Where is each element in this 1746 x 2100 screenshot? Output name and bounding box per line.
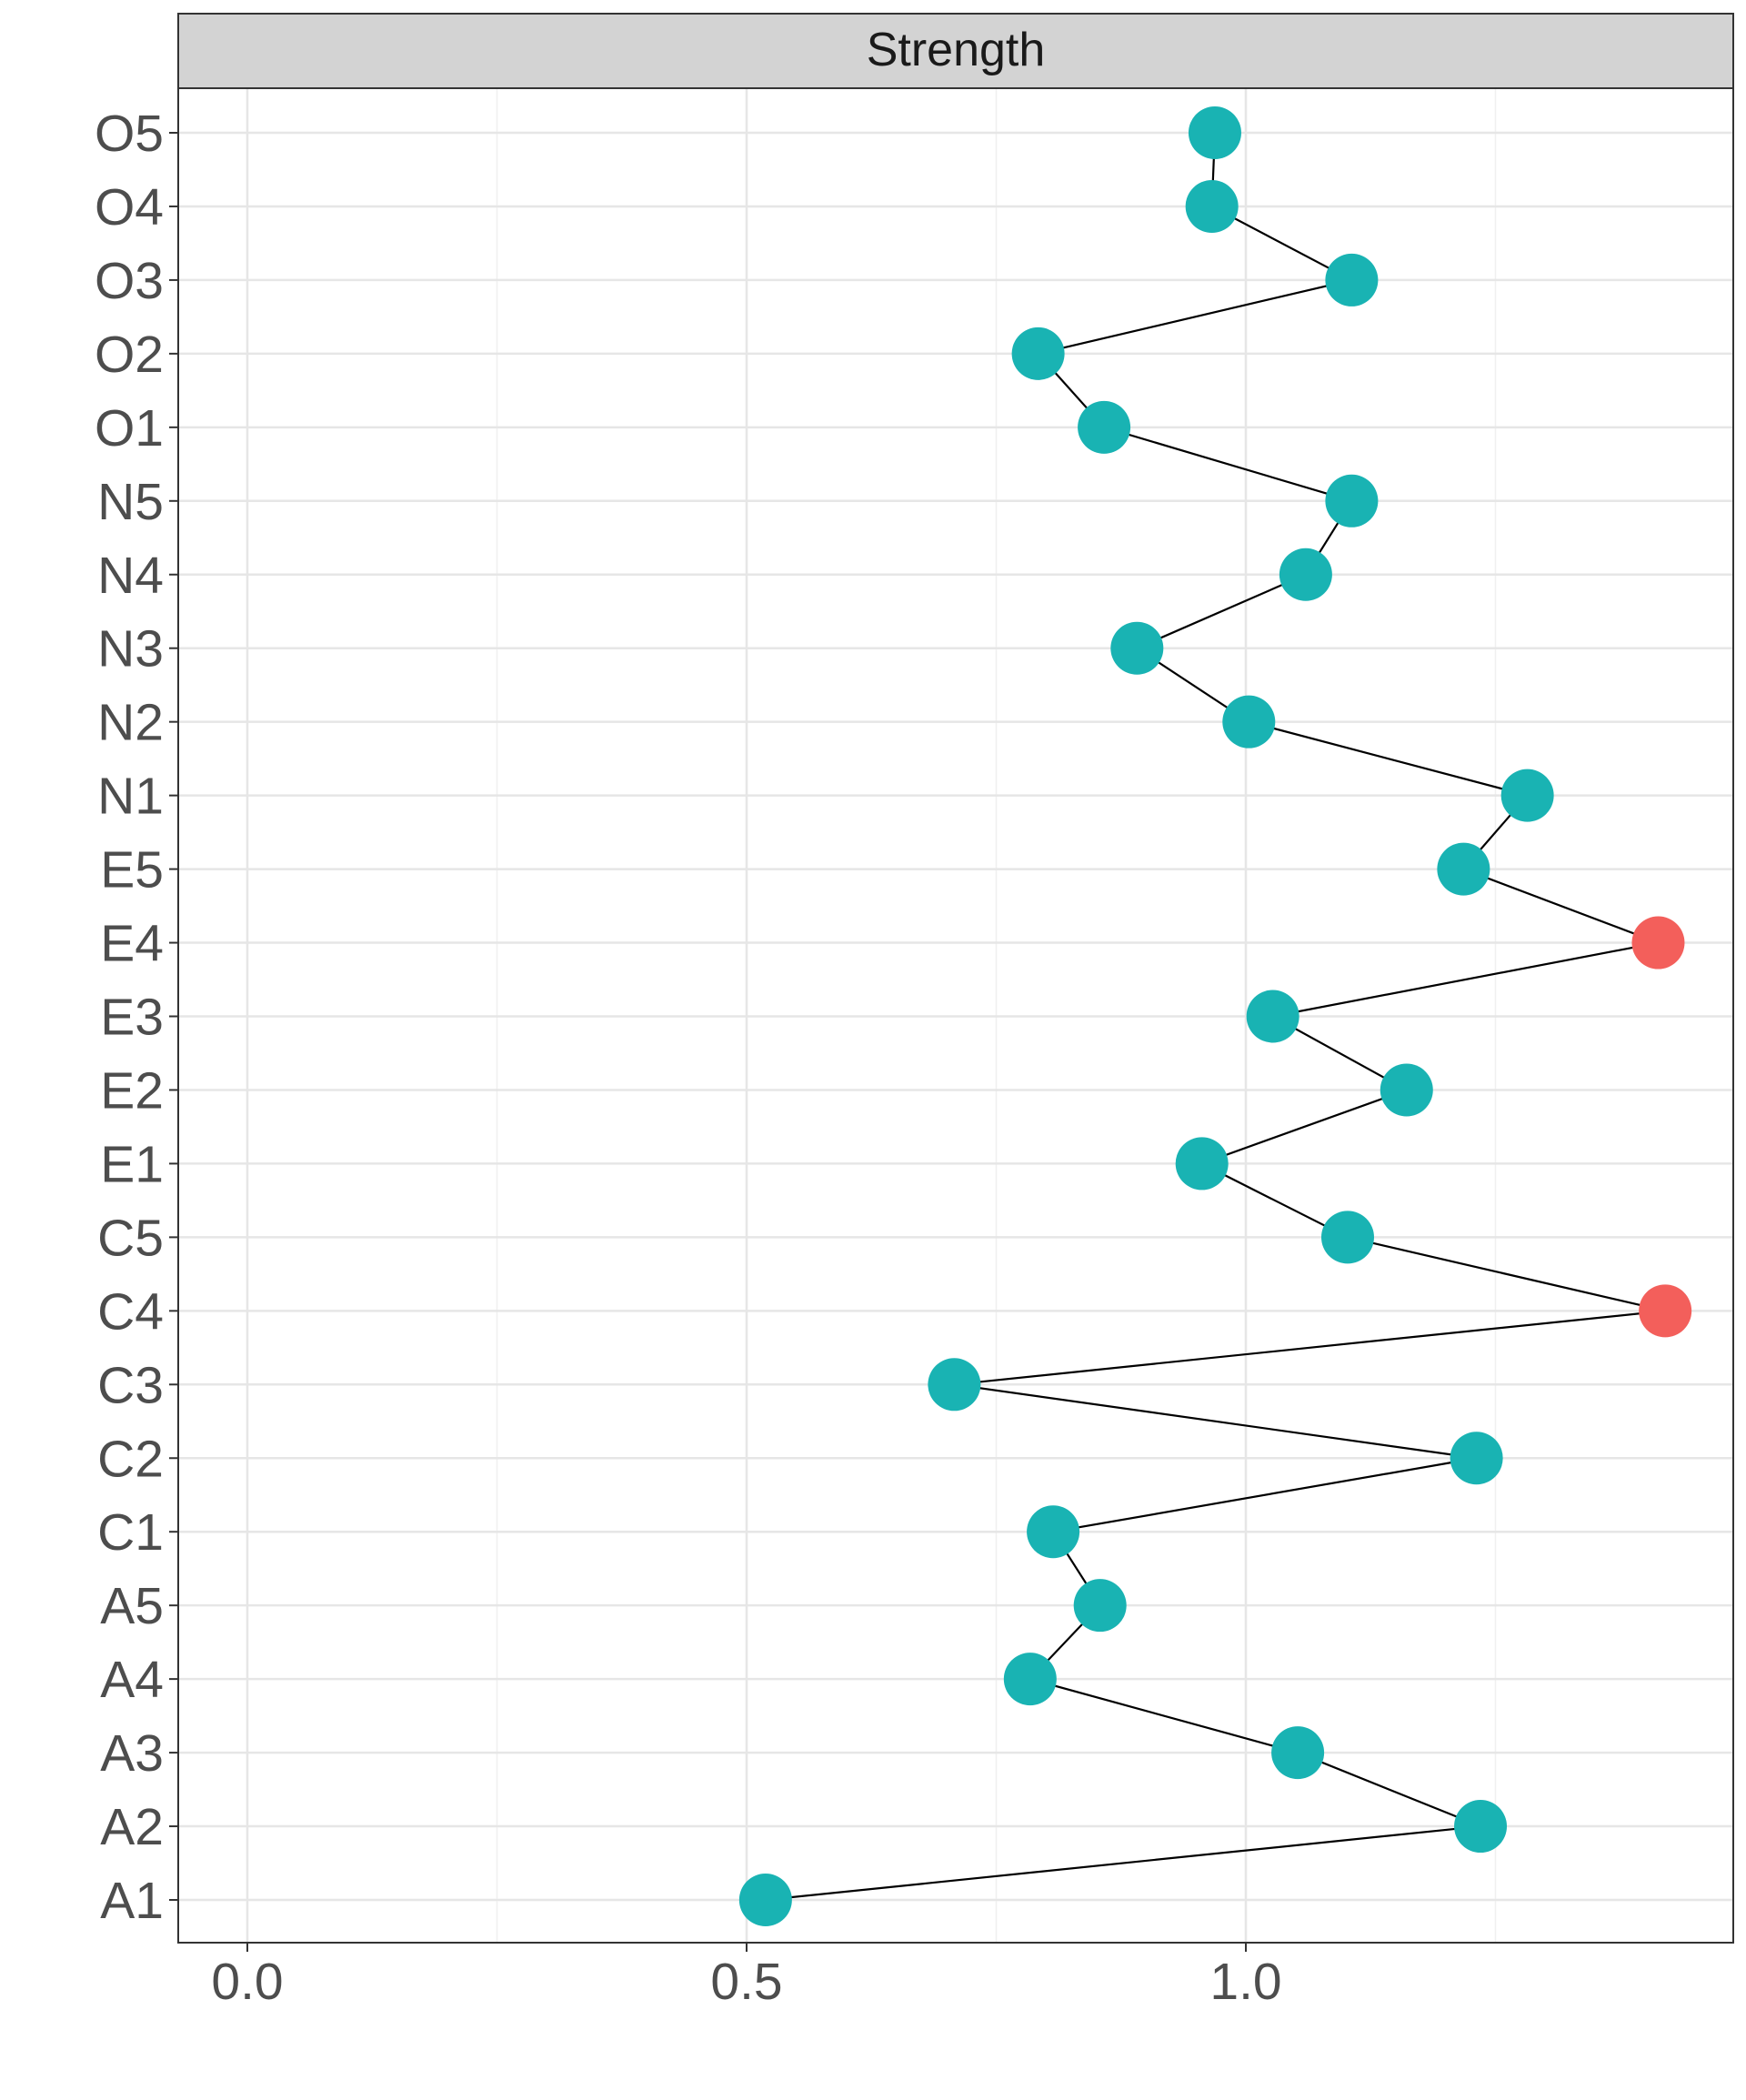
data-point-e2 [1380, 1063, 1433, 1117]
y-tick-label: E5 [100, 841, 164, 899]
y-tick-label: A4 [100, 1651, 164, 1709]
y-tick-label: O5 [95, 105, 164, 163]
data-point-e5 [1437, 842, 1490, 896]
strip-background [177, 13, 1734, 89]
data-point-n1 [1500, 769, 1554, 822]
y-tick-label: E3 [100, 989, 164, 1047]
data-point-e3 [1246, 990, 1299, 1043]
y-tick-label: A1 [100, 1872, 164, 1930]
data-point-e4 [1631, 916, 1685, 970]
data-point-o2 [1011, 327, 1065, 380]
data-point-o1 [1078, 400, 1131, 454]
y-tick-label: C1 [97, 1503, 164, 1562]
x-tick-label: 1.0 [1209, 1953, 1281, 2011]
data-point-c1 [1027, 1505, 1080, 1559]
y-tick-label: C2 [97, 1430, 164, 1488]
data-point-o5 [1188, 106, 1241, 159]
y-tick-label: N4 [97, 547, 164, 605]
data-point-c5 [1320, 1211, 1374, 1264]
data-point-a1 [738, 1874, 792, 1926]
y-tick-label: N5 [97, 473, 164, 531]
y-tick-label: A3 [100, 1724, 164, 1783]
data-point-n5 [1325, 474, 1379, 528]
y-tick-label: O4 [95, 178, 164, 236]
data-point-n3 [1110, 621, 1164, 675]
y-tick-label: E1 [100, 1135, 164, 1193]
data-point-a3 [1271, 1726, 1325, 1780]
y-tick-label: C3 [97, 1356, 164, 1414]
x-tick-label: 0.0 [211, 1953, 283, 2011]
data-point-c2 [1450, 1432, 1503, 1485]
data-point-o4 [1185, 179, 1239, 233]
y-tick-label: C5 [97, 1209, 164, 1267]
y-tick-label: O2 [95, 326, 164, 384]
data-point-c3 [928, 1358, 981, 1412]
y-tick-label: O1 [95, 399, 164, 457]
data-point-n4 [1279, 548, 1332, 601]
data-point-c4 [1639, 1284, 1692, 1338]
data-point-a2 [1454, 1800, 1508, 1854]
y-tick-label: E2 [100, 1061, 164, 1120]
y-tick-label: N1 [97, 768, 164, 826]
data-point-e1 [1175, 1137, 1229, 1191]
y-tick-label: N3 [97, 620, 164, 678]
strip-title: Strength [867, 24, 1046, 76]
y-tick-label: A5 [100, 1577, 164, 1635]
data-point-a5 [1073, 1579, 1127, 1633]
y-tick-label: C4 [97, 1282, 164, 1341]
y-tick-label: N2 [97, 694, 164, 752]
x-tick-label: 0.5 [710, 1953, 782, 2011]
y-tick-label: O3 [95, 252, 164, 310]
data-point-a4 [1003, 1653, 1057, 1706]
y-tick-label: E4 [100, 915, 164, 973]
data-point-n2 [1222, 695, 1276, 749]
y-tick-label: A2 [100, 1798, 164, 1856]
data-point-o3 [1325, 253, 1379, 306]
